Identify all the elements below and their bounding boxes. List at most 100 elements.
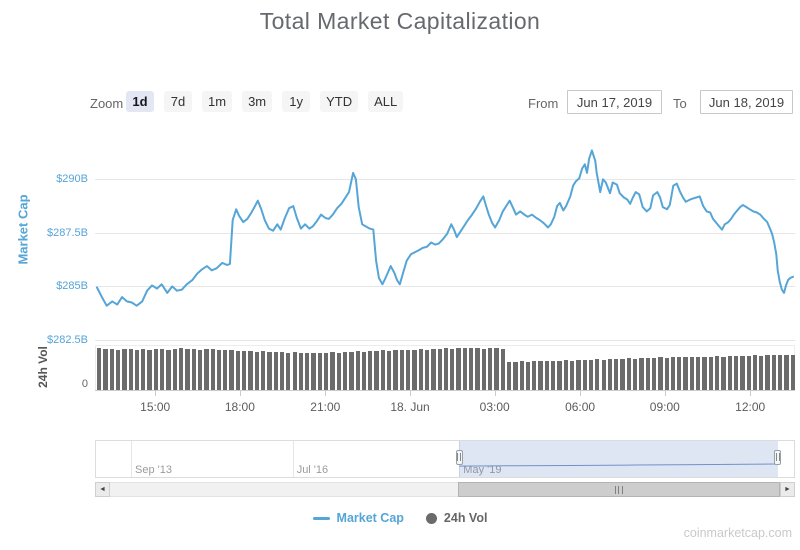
gridline [95,340,795,341]
legend-item-market-cap[interactable]: Market Cap [312,511,404,525]
navigator-date-label: Sep '13 [135,464,172,476]
zoom-button-7d[interactable]: 7d [164,91,192,112]
volume-bar [582,359,587,390]
volume-bar [683,357,688,390]
navigator-date-label: May '19 [463,464,502,476]
volume-bar [147,350,152,390]
volume-bar [311,352,316,390]
volume-bar [412,350,417,390]
volume-bar [242,351,247,390]
volume-panel[interactable] [95,345,795,390]
from-date-input[interactable] [567,90,662,114]
volume-bar [620,358,625,390]
volume-bar [204,348,209,390]
volume-bar [651,357,657,390]
yaxis-tick-label: $282.5B [47,334,88,346]
gridline [95,232,795,234]
volume-bar [513,362,518,390]
volume-bar [633,358,638,390]
volume-bar [273,351,278,390]
x-axis-label: 12:00 [735,400,766,414]
navigator[interactable]: Sep '13 Jul '16 May '19 [95,440,795,478]
navigator-left-handle[interactable] [455,450,463,465]
volume-bar [374,351,379,390]
volume-bar [229,350,234,390]
to-date-input[interactable] [700,90,793,114]
zoom-label: Zoom [90,96,124,111]
scrollbar-left-arrow[interactable]: ◄ [95,482,110,497]
navigator-selected-range[interactable] [459,441,778,477]
volume-bar [658,357,663,390]
volume-bar [475,348,480,390]
scrollbar-thumb[interactable] [458,482,781,497]
volume-bar [595,359,600,390]
x-axis-label: 15:00 [140,400,171,414]
volume-bar [267,352,272,390]
x-axis-tick [155,390,157,396]
volume-bar [670,357,676,390]
volume-bar [286,352,291,390]
navigator-series-line [459,463,778,467]
legend-item-24h-vol[interactable]: 24h Vol [425,511,488,525]
watermark: coinmarketcap.com [683,526,792,540]
volume-bar [771,354,777,390]
zoom-button-1d[interactable]: 1d [126,91,154,112]
volume-bar [462,348,468,390]
x-axis-label: 09:00 [649,400,680,414]
volume-bar [399,350,404,390]
volume-bar [197,349,203,390]
volume-bar [500,348,505,390]
volume-bar [210,349,215,390]
zoom-button-1y[interactable]: 1y [282,91,311,112]
volume-bar [342,351,348,390]
page-title: Total Market Capitalization [259,8,541,34]
zoom-button-1m[interactable]: 1m [202,91,233,112]
to-label: To [673,96,687,111]
volume-bar [254,351,259,390]
volume-bar [393,350,398,390]
x-axis-label: 18:00 [224,400,255,414]
volume-bar [702,357,707,390]
legend-label-market-cap: Market Cap [336,511,404,525]
volume-bar [645,358,650,390]
zoom-button-3m[interactable]: 3m [242,91,273,112]
volume-bar [431,349,436,390]
volume-bar [298,352,304,390]
legend-label-24h-vol: 24h Vol [443,511,488,525]
navigator-gridline [131,441,132,477]
volume-bar [626,358,632,390]
x-axis-tick [580,390,582,396]
volume-bar [519,361,524,390]
x-axis-tick [410,390,411,396]
zoom-button-ytd[interactable]: YTD [320,91,359,112]
volume-bar [456,347,461,390]
volume-bar [544,361,550,390]
volume-bar [185,348,190,390]
volume-bar [765,355,770,390]
market-cap-plot[interactable] [95,130,795,340]
volume-bar [172,349,177,390]
scrollbar-right-arrow[interactable]: ► [780,482,795,497]
market-cap-line [96,149,794,307]
volume-bar [279,352,285,390]
volume-bar [784,354,789,390]
volume-bar [122,349,127,390]
volume-bar [153,349,159,390]
volume-bar [292,352,297,390]
volume-bar [406,349,411,390]
volume-bar [450,348,455,390]
volume-bar [790,355,795,390]
x-axis-label: 06:00 [565,400,596,414]
volume-bar [639,357,644,390]
yaxis-tick-label: $290B [56,173,88,186]
volume-bar [525,361,531,390]
volume-bar [733,355,739,390]
volume-bar [134,349,140,390]
zoom-button-all[interactable]: ALL [368,91,404,112]
volume-bar [380,350,386,390]
x-axis-tick [325,390,327,396]
navigator-right-handle[interactable] [774,450,782,465]
x-axis-label: 03:00 [479,400,510,414]
from-label: From [528,96,559,111]
